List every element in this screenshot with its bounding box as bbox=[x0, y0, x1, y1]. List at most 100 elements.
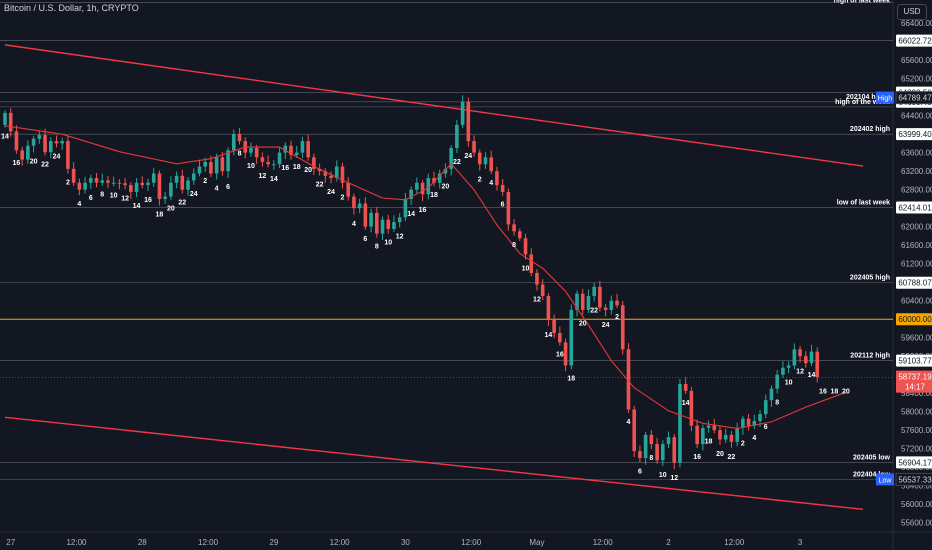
hour-label: 2 bbox=[341, 195, 345, 202]
candle-body bbox=[392, 222, 396, 229]
time-tick-label: 2 bbox=[666, 538, 671, 547]
candle-body bbox=[598, 286, 602, 308]
price-tick-label: 65200.00 bbox=[901, 75, 932, 84]
badge-tag-bg bbox=[876, 473, 894, 486]
price-tick-label: 65600.00 bbox=[901, 56, 932, 65]
candle-body bbox=[157, 173, 162, 199]
price-tick-label: 57200.00 bbox=[901, 445, 932, 454]
hour-label: 12 bbox=[121, 195, 129, 202]
badge-value: 64789.47 bbox=[898, 94, 932, 103]
hour-label: 20 bbox=[167, 206, 175, 213]
candle-body bbox=[294, 152, 299, 155]
candle-body bbox=[317, 168, 322, 172]
candle-body bbox=[14, 131, 19, 151]
time-tick-label: 12:00 bbox=[461, 538, 482, 547]
candle-body bbox=[638, 451, 642, 458]
hour-label: 16 bbox=[693, 454, 701, 461]
time-tick-label: 28 bbox=[138, 538, 147, 547]
candle-body bbox=[403, 198, 408, 218]
candles bbox=[3, 95, 820, 470]
candle-body bbox=[329, 175, 333, 179]
price-axis[interactable]: 55600.0056000.0056400.0056800.0057200.00… bbox=[876, 19, 932, 528]
candle-body bbox=[129, 185, 133, 192]
hour-label: 20 bbox=[304, 167, 312, 174]
hour-label: 22 bbox=[728, 454, 736, 461]
price-level-badge-text: 60788.07 bbox=[898, 279, 932, 288]
candle-body bbox=[752, 420, 757, 426]
price-tick-label: 60400.00 bbox=[901, 297, 932, 306]
hour-label: 10 bbox=[659, 472, 667, 479]
candle-body bbox=[701, 427, 705, 445]
price-tick-label: 62000.00 bbox=[901, 223, 932, 232]
hour-label: 4 bbox=[352, 221, 356, 228]
candle-body bbox=[48, 141, 53, 153]
price-tick-label: 57600.00 bbox=[901, 426, 932, 435]
candle-body bbox=[3, 112, 7, 125]
price-level-badge bbox=[896, 354, 932, 367]
candle-body bbox=[603, 307, 608, 310]
candle-body bbox=[500, 185, 505, 192]
candle-body bbox=[815, 351, 820, 378]
candle-body bbox=[483, 157, 488, 165]
candle-body bbox=[77, 182, 82, 190]
candle-body bbox=[100, 180, 105, 183]
hour-label: 4 bbox=[752, 435, 756, 442]
candle-body bbox=[443, 168, 448, 174]
hour-label: 10 bbox=[110, 192, 118, 199]
level-label: 202405 high bbox=[850, 275, 890, 282]
price-tick-label: 63200.00 bbox=[901, 167, 932, 176]
candle-body bbox=[786, 365, 791, 368]
candle-body bbox=[306, 141, 310, 158]
hour-label: 8 bbox=[649, 455, 653, 462]
candle-body bbox=[718, 430, 722, 440]
candle-body bbox=[758, 414, 762, 421]
hour-label: 22 bbox=[590, 308, 598, 315]
candle-body bbox=[289, 145, 293, 155]
time-tick-label: 12:00 bbox=[330, 538, 351, 547]
candle-body bbox=[552, 319, 556, 334]
moving-average bbox=[4, 125, 846, 429]
candle-body bbox=[163, 196, 167, 199]
price-level-badge-text: 62414.01 bbox=[898, 204, 932, 213]
trendlines bbox=[4, 44, 864, 511]
candle-body bbox=[300, 141, 305, 153]
candle-body bbox=[620, 305, 625, 350]
candle-body bbox=[43, 135, 47, 153]
candle-body bbox=[523, 238, 528, 255]
hour-label: 14 bbox=[545, 332, 553, 339]
hour-label: 12 bbox=[259, 173, 267, 180]
candle-body bbox=[89, 178, 93, 183]
time-tick-label: 12:00 bbox=[66, 538, 87, 547]
candle-body bbox=[111, 182, 116, 184]
candle-body bbox=[540, 284, 545, 297]
candle-body bbox=[323, 171, 328, 176]
time-axis[interactable]: 27 12:00 28 12:00 29 12:00 30 12:00 May 12:00 2 12:… bbox=[6, 538, 803, 547]
candle-body bbox=[695, 425, 699, 445]
hour-label: 10 bbox=[522, 266, 530, 273]
price-tick-label: 55600.00 bbox=[901, 519, 932, 528]
candle-body bbox=[609, 300, 614, 310]
hour-label: 6 bbox=[638, 468, 642, 475]
level-label: low of last week bbox=[837, 200, 890, 207]
candle-body bbox=[506, 191, 511, 225]
candle-body bbox=[237, 134, 242, 142]
hour-label: 18 bbox=[831, 388, 839, 395]
hour-label: 22 bbox=[453, 159, 461, 166]
hour-label: 10 bbox=[247, 163, 255, 170]
candle-body bbox=[386, 219, 391, 229]
candle-body bbox=[191, 173, 196, 181]
candle-body bbox=[357, 203, 362, 209]
hour-label: 12 bbox=[670, 475, 678, 482]
candle-body bbox=[197, 166, 202, 174]
hour-label: 14 bbox=[133, 203, 141, 210]
candle-body bbox=[186, 180, 190, 190]
symbol-title: Bitcoin / U.S. Dollar, 1h, CRYPTO bbox=[4, 3, 139, 13]
candle-body bbox=[460, 101, 465, 125]
candle-body bbox=[580, 293, 585, 310]
candle-body bbox=[134, 182, 139, 192]
hour-label: 24 bbox=[190, 191, 198, 198]
candle-body bbox=[209, 161, 213, 174]
trendline bbox=[4, 44, 864, 167]
currency-button[interactable]: USD bbox=[897, 4, 927, 20]
